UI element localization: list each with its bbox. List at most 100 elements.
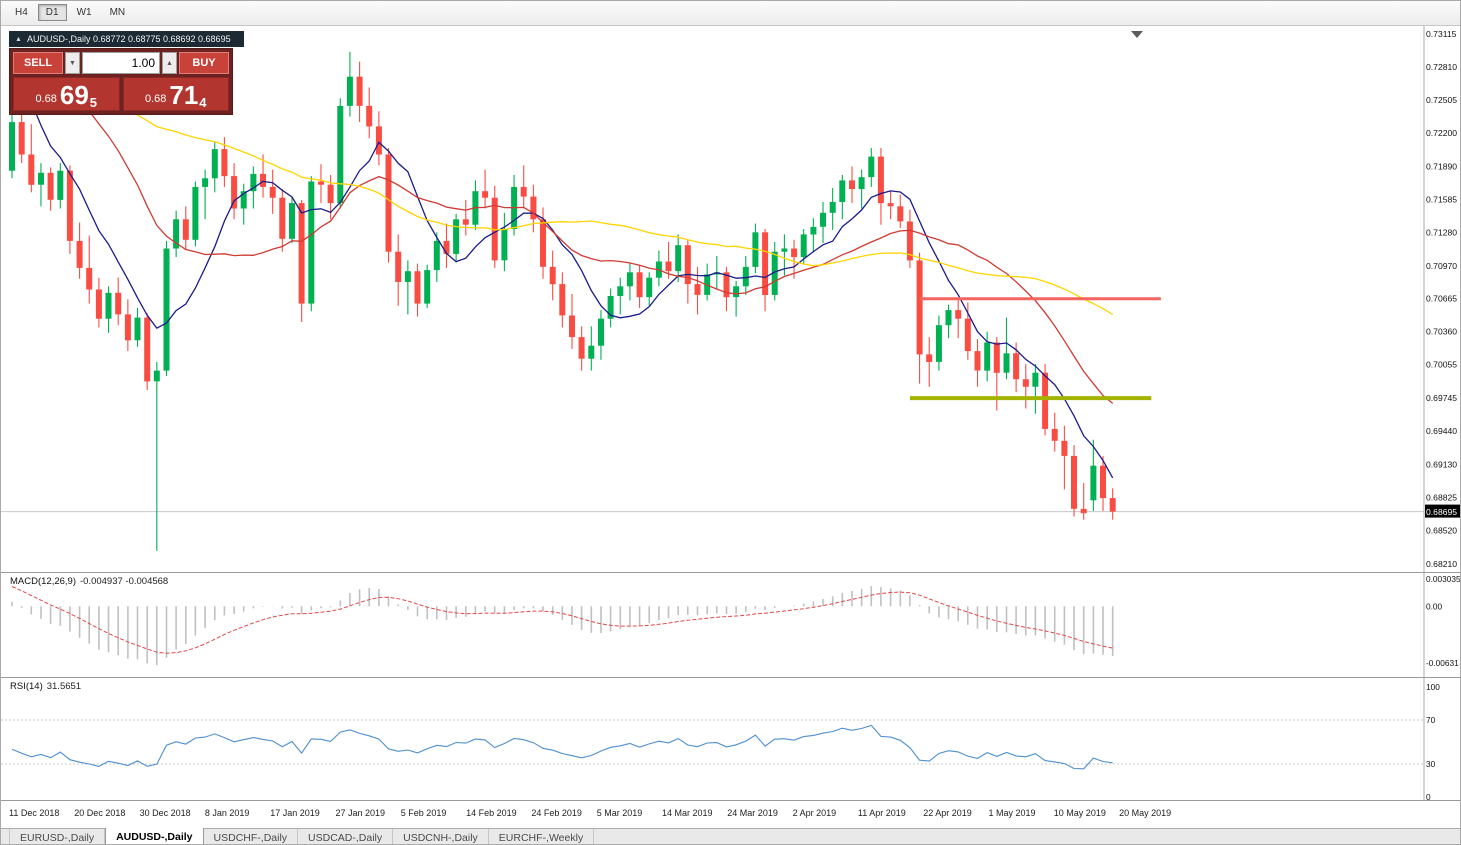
rsi-name: RSI(14) bbox=[10, 681, 43, 692]
date-label: 11 Dec 2018 bbox=[9, 808, 60, 818]
axis-label: 0.68210 bbox=[1426, 559, 1457, 569]
macd-panel[interactable]: 0.003035 0.00 -0.00631 bbox=[1, 573, 1461, 677]
tab-eurchf[interactable]: EURCHF-,Weekly bbox=[489, 829, 595, 844]
axis-label: 0.68520 bbox=[1426, 526, 1457, 536]
ma-fast bbox=[11, 50, 1114, 479]
sell-price-big: 69 bbox=[59, 80, 89, 111]
chart-shift-marker-icon bbox=[1131, 31, 1143, 38]
date-label: 17 Jan 2019 bbox=[270, 808, 320, 818]
chevron-up-icon: ▲ bbox=[166, 59, 173, 67]
lot-size-input[interactable] bbox=[82, 52, 160, 74]
date-label: 14 Feb 2019 bbox=[466, 808, 517, 818]
rsi-value: 31.5651 bbox=[46, 681, 82, 692]
panel-divider[interactable] bbox=[1, 572, 1460, 573]
sell-price-prefix: 0.68 bbox=[35, 93, 57, 105]
timeframe-button-mn[interactable]: MN bbox=[109, 7, 126, 18]
chart-tabs-bar: EURUSD-,Daily AUDUSD-,Daily USDCHF-,Daily U… bbox=[1, 828, 1460, 844]
date-label: 20 May 2019 bbox=[1119, 808, 1172, 818]
rsi-line bbox=[11, 724, 1113, 770]
date-label: 24 Mar 2019 bbox=[727, 808, 778, 818]
buy-price-prefix: 0.68 bbox=[144, 93, 167, 105]
date-label: 5 Feb 2019 bbox=[400, 808, 447, 818]
sell-price-display[interactable]: 0.68 69 5 bbox=[13, 77, 120, 111]
axis-label: 0.69440 bbox=[1426, 426, 1457, 436]
sell-price-pip: 5 bbox=[89, 95, 98, 110]
date-label: 11 Apr 2019 bbox=[857, 808, 906, 818]
axis-label: 0.00 bbox=[1426, 601, 1443, 611]
price-axis[interactable]: 0.73115 0.72810 0.72505 0.72200 0.71890 0.715… bbox=[1423, 26, 1461, 572]
rsi-label: RSI(14) 31.5651 bbox=[10, 681, 81, 692]
macd-label: MACD(12,26,9) -0.004937 -0.004568 bbox=[10, 576, 168, 587]
tab-usdcad[interactable]: USDCAD-,Daily bbox=[298, 829, 394, 844]
axis-label: 0.69130 bbox=[1426, 460, 1457, 470]
date-label: 10 May 2019 bbox=[1053, 808, 1106, 818]
date-label: 27 Jan 2019 bbox=[335, 808, 386, 818]
tab-audusd[interactable]: AUDUSD-,Daily bbox=[105, 828, 204, 844]
price-chart[interactable]: 0.73115 0.72810 0.72505 0.72200 0.71890 0.715… bbox=[1, 26, 1461, 572]
macd-name: MACD(12,26,9) bbox=[10, 576, 76, 587]
timeframe-button-d1[interactable]: D1 bbox=[37, 4, 67, 21]
date-label: 20 Dec 2018 bbox=[74, 808, 126, 818]
axis-label: 0.70360 bbox=[1426, 327, 1457, 337]
ma-slow bbox=[11, 97, 1114, 316]
chart-icon: ▲ bbox=[15, 35, 22, 43]
axis-label: 0.70055 bbox=[1426, 360, 1457, 370]
date-label: 30 Dec 2018 bbox=[139, 808, 191, 818]
axis-label: 0.68825 bbox=[1426, 493, 1457, 503]
axis-label: 0.73115 bbox=[1426, 29, 1457, 39]
chart-title: AUDUSD-,Daily 0.68772 0.68775 0.68692 0.… bbox=[26, 34, 231, 44]
axis-label: 0.71890 bbox=[1426, 161, 1457, 171]
axis-label: 0 bbox=[1426, 792, 1431, 800]
rsi-panel[interactable]: 100 70 30 0 bbox=[1, 678, 1461, 800]
rsi-axis[interactable]: 100 70 30 0 bbox=[1423, 678, 1440, 800]
axis-label: 100 bbox=[1426, 682, 1440, 692]
timeframe-toolbar: H4 D1 W1 MN bbox=[1, 1, 1460, 26]
macd-values: -0.004937 -0.004568 bbox=[80, 576, 169, 587]
macd-signal-line bbox=[11, 586, 1113, 654]
buy-price-pip: 4 bbox=[199, 95, 207, 110]
date-label: 22 Apr 2019 bbox=[923, 808, 972, 818]
date-label: 2 Apr 2019 bbox=[792, 808, 837, 818]
tab-usdcnh[interactable]: USDCNH-,Daily bbox=[393, 829, 489, 844]
buy-price-display[interactable]: 0.68 71 4 bbox=[122, 77, 229, 111]
axis-label: 0.72200 bbox=[1426, 128, 1457, 138]
tab-eurusd[interactable]: EURUSD-,Daily bbox=[9, 829, 106, 844]
lot-spinner-up[interactable]: ▲ bbox=[162, 52, 177, 74]
axis-label: 0.003035 bbox=[1426, 574, 1461, 584]
one-click-trading-panel: SELL ▼ ▲ BUY 0.68 69 5 0.68 71 4 bbox=[9, 48, 233, 115]
axis-label: 0.71585 bbox=[1426, 194, 1457, 204]
ma-mid bbox=[11, 50, 1114, 404]
macd-histogram bbox=[11, 586, 1114, 666]
axis-label: 0.70970 bbox=[1426, 261, 1457, 271]
axis-label: 0.70665 bbox=[1426, 294, 1457, 304]
timeframe-button-w1[interactable]: W1 bbox=[76, 7, 92, 18]
timeframe-button-h4[interactable]: H4 bbox=[15, 7, 28, 18]
macd-axis[interactable]: 0.003035 0.00 -0.00631 bbox=[1423, 573, 1461, 677]
date-label: 14 Mar 2019 bbox=[662, 808, 713, 818]
axis-label: 70 bbox=[1426, 715, 1436, 725]
panel-divider[interactable] bbox=[1, 800, 1460, 801]
sell-button[interactable]: SELL bbox=[13, 52, 63, 74]
current-price-tag bbox=[1425, 504, 1460, 518]
axis-label: -0.00631 bbox=[1426, 658, 1459, 668]
candles bbox=[9, 51, 1116, 551]
axis-label: 30 bbox=[1426, 759, 1436, 769]
axis-label: 0.72810 bbox=[1426, 62, 1457, 72]
date-label: 8 Jan 2019 bbox=[204, 808, 250, 818]
date-label: 5 Mar 2019 bbox=[596, 808, 643, 818]
date-label: 24 Feb 2019 bbox=[531, 808, 582, 818]
date-label: 1 May 2019 bbox=[988, 808, 1036, 818]
buy-price-big: 71 bbox=[169, 80, 199, 111]
time-axis[interactable]: 11 Dec 2018 20 Dec 2018 30 Dec 2018 8 Jan 2… bbox=[1, 801, 1460, 828]
chevron-down-icon: ▼ bbox=[69, 59, 76, 67]
axis-label: 0.71280 bbox=[1426, 227, 1457, 237]
panel-divider[interactable] bbox=[1, 677, 1460, 678]
axis-label: 0.72505 bbox=[1426, 95, 1457, 105]
tab-usdchf[interactable]: USDCHF-,Daily bbox=[204, 829, 299, 844]
buy-button[interactable]: BUY bbox=[179, 52, 229, 74]
axis-label: 0.69745 bbox=[1426, 393, 1457, 403]
lot-dropdown-button[interactable]: ▼ bbox=[65, 52, 80, 74]
axis-label: 0.68695 bbox=[1426, 507, 1457, 517]
chart-title-bar: ▲ AUDUSD-,Daily 0.68772 0.68775 0.68692 … bbox=[9, 31, 244, 47]
